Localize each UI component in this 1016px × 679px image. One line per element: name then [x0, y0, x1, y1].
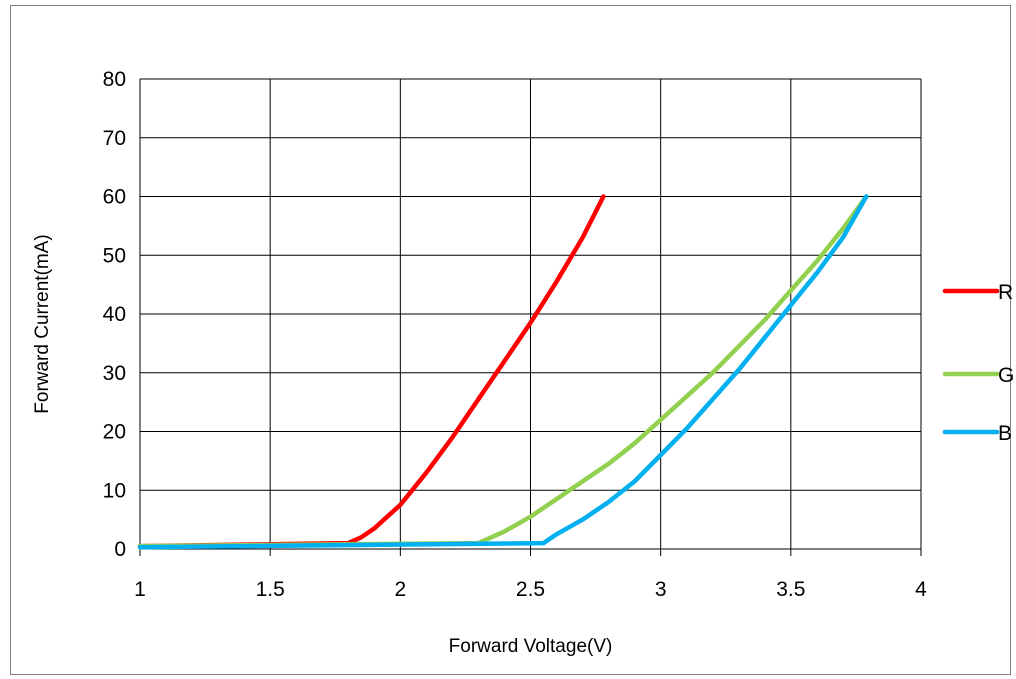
series-lines — [137, 194, 869, 550]
y-axis-ticks: 0 10 20 30 40 50 60 70 80 — [103, 68, 126, 561]
x-tick-label: 2.5 — [516, 578, 545, 601]
legend-label-b: B — [998, 422, 1012, 445]
y-tick-label: 20 — [103, 421, 126, 444]
x-tick-label: 2 — [394, 578, 406, 601]
y-tick-label: 60 — [103, 186, 126, 209]
y-axis-title: Forward Current(mA) — [32, 234, 53, 413]
y-tick-label: 50 — [103, 244, 126, 267]
x-axis-title: Forward Voltage(V) — [449, 636, 613, 657]
chart-frame — [10, 5, 1011, 675]
grid-lines — [139, 78, 922, 550]
y-tick-label: 40 — [103, 303, 126, 326]
y-tick-label: 30 — [103, 362, 126, 385]
y-tick-label: 80 — [103, 68, 126, 91]
y-tick-label: 70 — [103, 127, 126, 150]
x-axis-ticks: 1 1.5 2 2.5 3 3.5 4 — [134, 549, 927, 601]
legend: R G B — [942, 281, 1014, 445]
x-tick-label: 3.5 — [776, 578, 805, 601]
series-line-g — [137, 194, 869, 549]
legend-label-r: R — [998, 281, 1013, 304]
legend-label-g: G — [998, 364, 1014, 387]
y-tick-label: 10 — [103, 479, 126, 502]
x-tick-label: 4 — [915, 578, 927, 601]
x-tick-label: 1 — [134, 578, 146, 601]
x-tick-label: 3 — [655, 578, 667, 601]
series-line-b — [137, 194, 869, 550]
x-tick-label: 1.5 — [256, 578, 285, 601]
series-line-r — [137, 194, 606, 549]
y-tick-label: 0 — [114, 538, 126, 561]
